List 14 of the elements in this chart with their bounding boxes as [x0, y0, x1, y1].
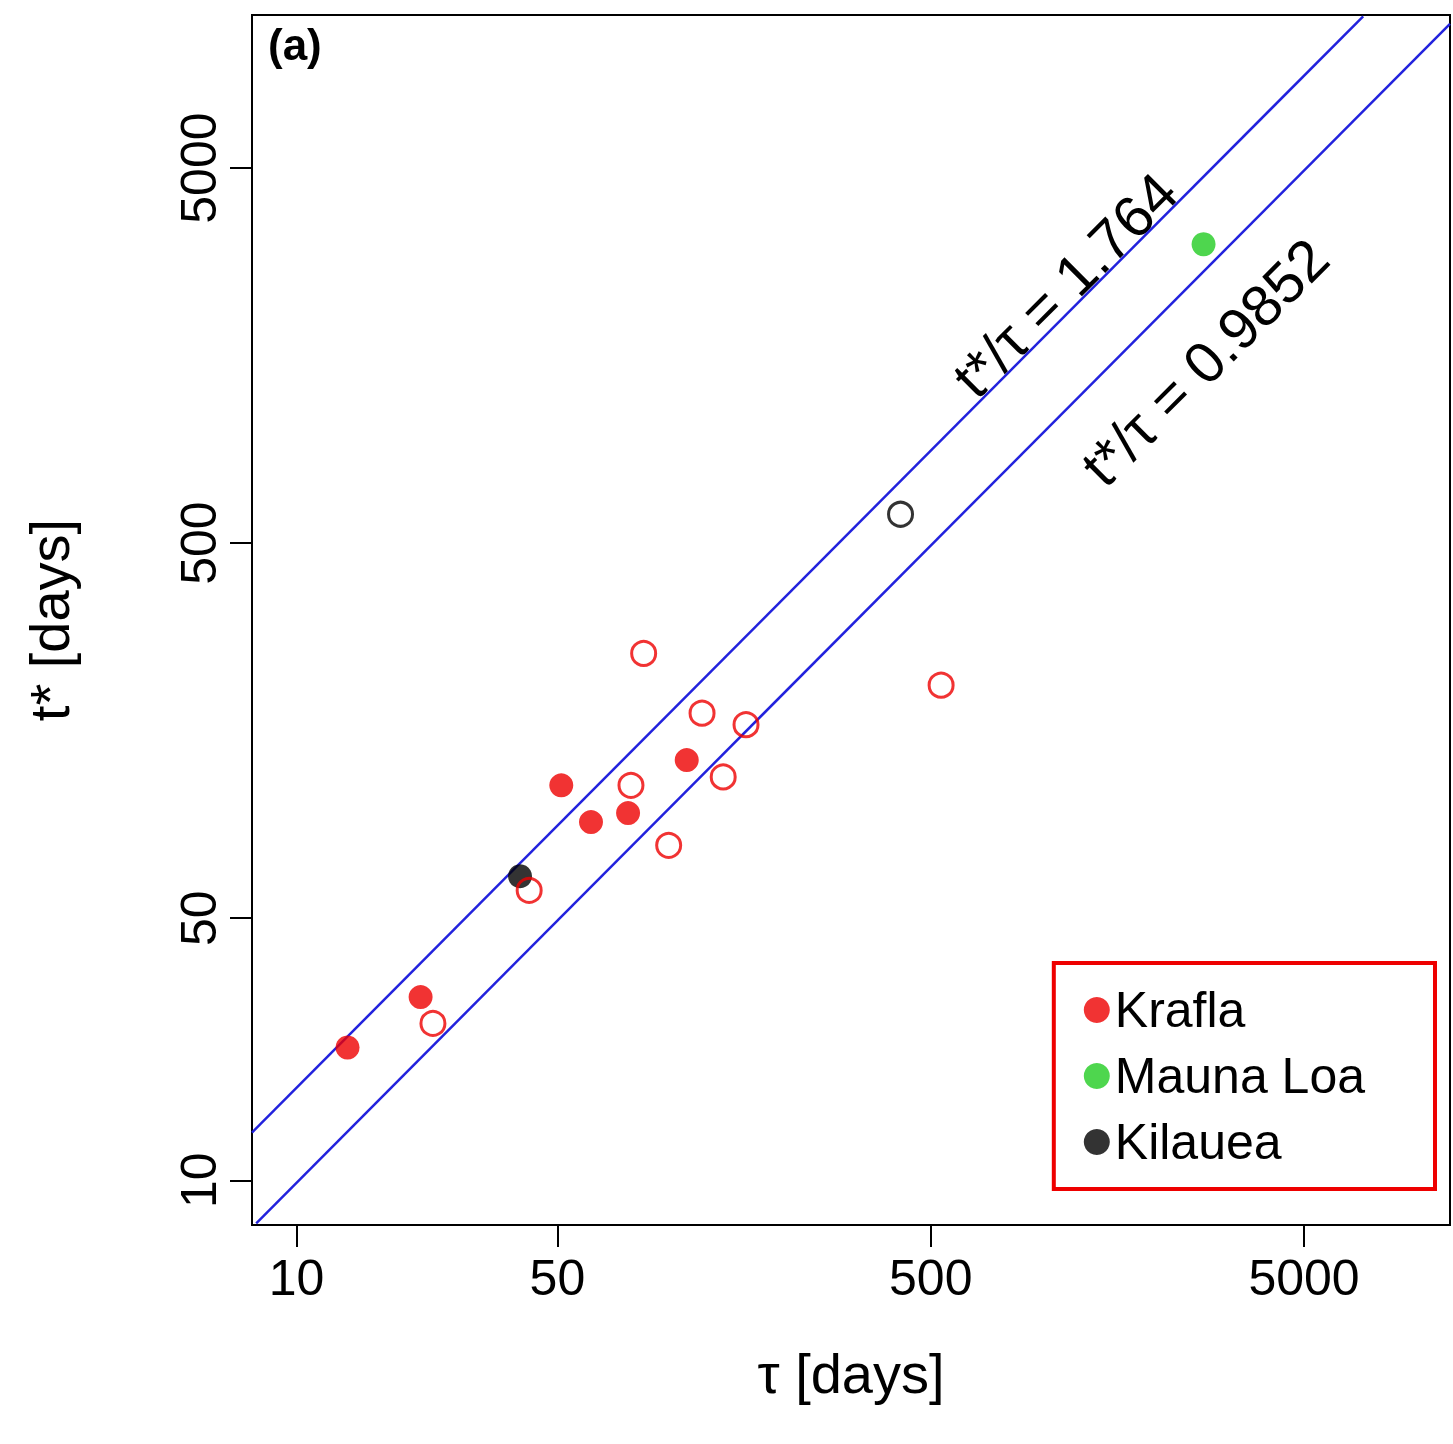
y-tick-label: 10 — [171, 1152, 227, 1209]
x-tick-label: 50 — [529, 1250, 586, 1306]
y-axis-title: t* [days] — [17, 518, 81, 722]
annotation: (a) — [268, 19, 322, 69]
y-tick-label: 5000 — [171, 112, 227, 224]
y-tick-label: 50 — [171, 890, 227, 946]
legend-label: Kilauea — [1114, 1114, 1282, 1170]
legend-label: Mauna Loa — [1114, 1048, 1366, 1104]
x-tick-label: 5000 — [1248, 1250, 1360, 1306]
x-axis-title: τ [days] — [757, 1341, 945, 1405]
x-tick-label: 10 — [268, 1250, 325, 1306]
y-tick-label: 500 — [171, 501, 227, 585]
legend-label: Krafla — [1114, 982, 1246, 1038]
x-tick-label: 500 — [889, 1250, 973, 1306]
